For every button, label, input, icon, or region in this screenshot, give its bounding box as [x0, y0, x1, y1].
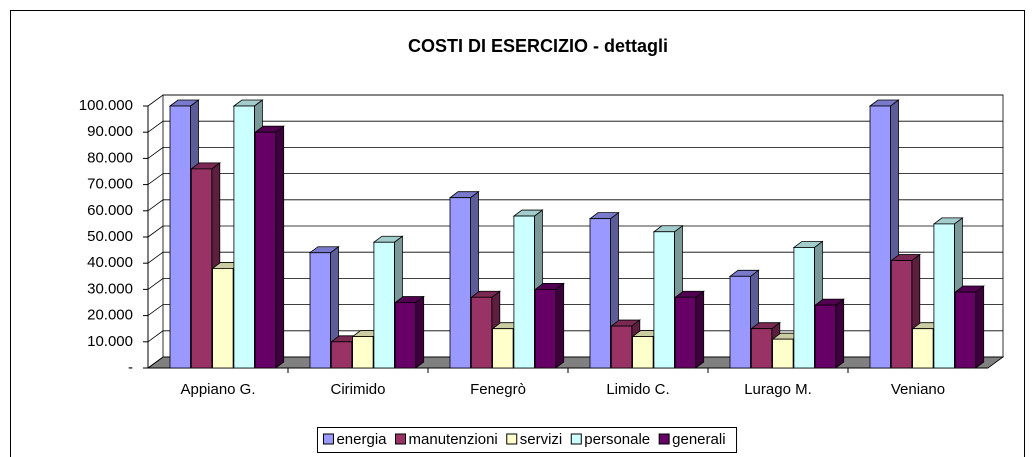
- legend-swatch: [322, 433, 334, 445]
- bar-side: [275, 125, 285, 369]
- bar: [814, 304, 837, 369]
- bar: [212, 268, 234, 369]
- bar: [933, 223, 955, 369]
- bar: [190, 168, 213, 369]
- bar: [534, 288, 557, 369]
- y-tick-label: 50.000: [87, 228, 133, 245]
- bar: [373, 241, 395, 369]
- bar: [729, 275, 751, 369]
- bar: [589, 218, 611, 369]
- legend-label: energia: [336, 431, 387, 448]
- bar: [869, 105, 891, 369]
- bar: [793, 247, 815, 369]
- bar: [330, 341, 353, 369]
- grid-line: [147, 304, 1003, 316]
- y-tick-label: 20.000: [87, 307, 133, 324]
- x-tick-label: Cirimido: [330, 381, 385, 398]
- y-tick-label: 30.000: [87, 280, 133, 297]
- bar: [912, 328, 934, 369]
- grid-line: [147, 146, 1003, 159]
- y-tick-label: 10.000: [87, 333, 133, 350]
- legend-swatch: [570, 433, 582, 445]
- legend-label: manutenzioni: [409, 431, 498, 448]
- x-tick-label: Appiano G.: [180, 381, 255, 398]
- x-tick-label: Veniano: [891, 381, 945, 398]
- y-tick-label: 90.000: [87, 123, 133, 140]
- bar: [492, 328, 514, 369]
- bar: [470, 296, 493, 369]
- bar: [169, 105, 191, 369]
- bar: [890, 260, 913, 369]
- grid-line: [147, 277, 1003, 290]
- bar: [309, 252, 331, 369]
- legend-swatch: [506, 433, 518, 445]
- bar: [352, 336, 374, 369]
- y-tick-label: 100.000: [79, 97, 133, 114]
- bar: [954, 291, 977, 369]
- y-tick-label: 80.000: [87, 149, 133, 166]
- bar: [632, 336, 654, 369]
- bar: [653, 231, 675, 369]
- bar-side: [835, 298, 845, 369]
- bar: [254, 131, 277, 369]
- legend-label: generali: [672, 431, 725, 448]
- legend-label: servizi: [520, 431, 563, 448]
- x-tick-label: Limido C.: [606, 381, 669, 398]
- grid-line: [147, 94, 1003, 107]
- grid-line: [147, 120, 1003, 133]
- bar: [449, 197, 471, 369]
- y-tick-label: 40.000: [87, 254, 133, 271]
- legend-swatch: [658, 433, 670, 445]
- grid-line: [147, 330, 1003, 343]
- legend-swatch: [395, 433, 407, 445]
- bar-side: [695, 290, 705, 369]
- x-tick-label: Fenegrò: [470, 381, 526, 398]
- bar: [674, 296, 697, 369]
- bar-side: [415, 295, 425, 369]
- bar: [610, 325, 633, 369]
- bar-side: [975, 285, 985, 369]
- bar: [394, 302, 417, 369]
- bar: [750, 328, 773, 369]
- bar: [772, 338, 794, 369]
- y-tick-label: 70.000: [87, 176, 133, 193]
- chart-title: COSTI DI ESERCIZIO - dettagli: [408, 36, 668, 56]
- bar: [513, 215, 535, 369]
- grid-line: [147, 251, 1003, 264]
- x-tick-label: Lurago M.: [744, 381, 812, 398]
- bar: [233, 105, 255, 369]
- y-tick-label: -: [128, 359, 133, 376]
- legend-label: personale: [584, 431, 650, 448]
- grid-line: [147, 356, 1003, 369]
- grid-line: [147, 173, 1003, 185]
- grid-line: [147, 225, 1003, 238]
- bar-side: [555, 282, 565, 369]
- grid-line: [147, 199, 1003, 212]
- y-tick-label: 60.000: [87, 202, 133, 219]
